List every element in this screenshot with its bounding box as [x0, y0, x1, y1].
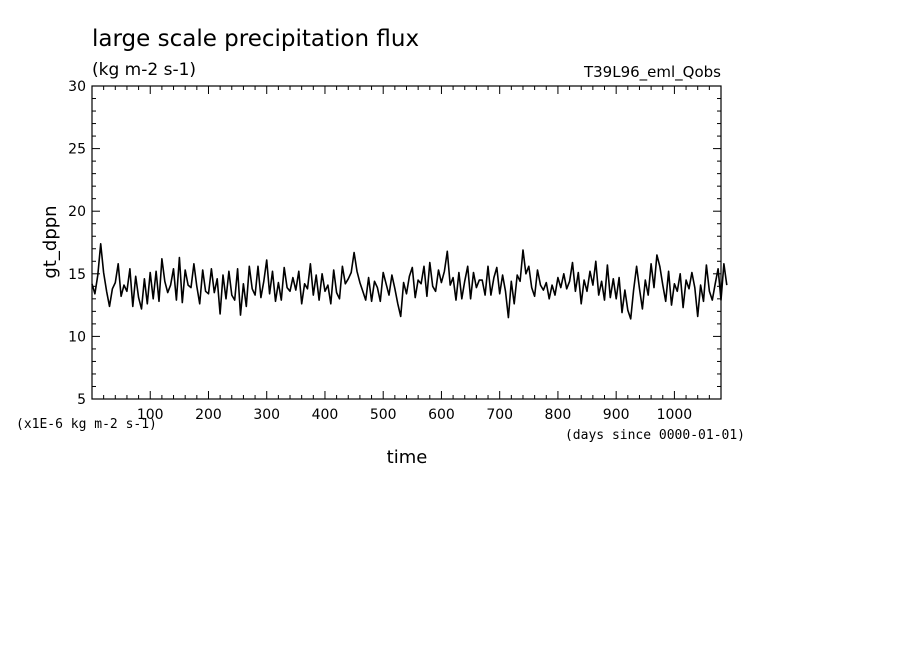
time-note: (days since 0000-01-01) [565, 428, 745, 443]
axis-tick-labels: 100 200 300 400 500 600 700 800 900 1000 5 10 15 20 25… [68, 79, 692, 423]
x-tick-label: 100 [137, 407, 164, 423]
y-tick-label: 25 [68, 142, 86, 158]
y-tick-label: 15 [68, 267, 86, 283]
x-axis-label: time [387, 447, 428, 468]
series-layer [91, 243, 728, 320]
series-line-gt-dppn [91, 243, 728, 320]
y-axis-label: gt_dppn [40, 205, 61, 278]
chart-title: large scale precipitation flux [92, 26, 419, 52]
x-tick-label: 700 [486, 407, 513, 423]
x-tick-label: 1000 [657, 407, 693, 423]
x-tick-label: 800 [545, 407, 572, 423]
x-tick-label: 200 [195, 407, 222, 423]
y-tick-label: 10 [68, 329, 86, 345]
x-tick-label: 300 [253, 407, 280, 423]
y-tick-label: 5 [77, 392, 86, 408]
x-tick-label: 900 [603, 407, 630, 423]
x-tick-label: 400 [312, 407, 339, 423]
axis-ticks [92, 86, 721, 399]
scale-note: (x1E-6 kg m-2 s-1) [16, 417, 157, 432]
y-tick-label: 30 [68, 79, 86, 95]
chart-units: (kg m-2 s-1) [92, 60, 196, 80]
plot-frame [91, 85, 722, 400]
y-tick-label: 20 [68, 204, 86, 220]
x-tick-label: 600 [428, 407, 455, 423]
experiment-label: T39L96_eml_Qobs [583, 63, 721, 82]
x-tick-label: 500 [370, 407, 397, 423]
